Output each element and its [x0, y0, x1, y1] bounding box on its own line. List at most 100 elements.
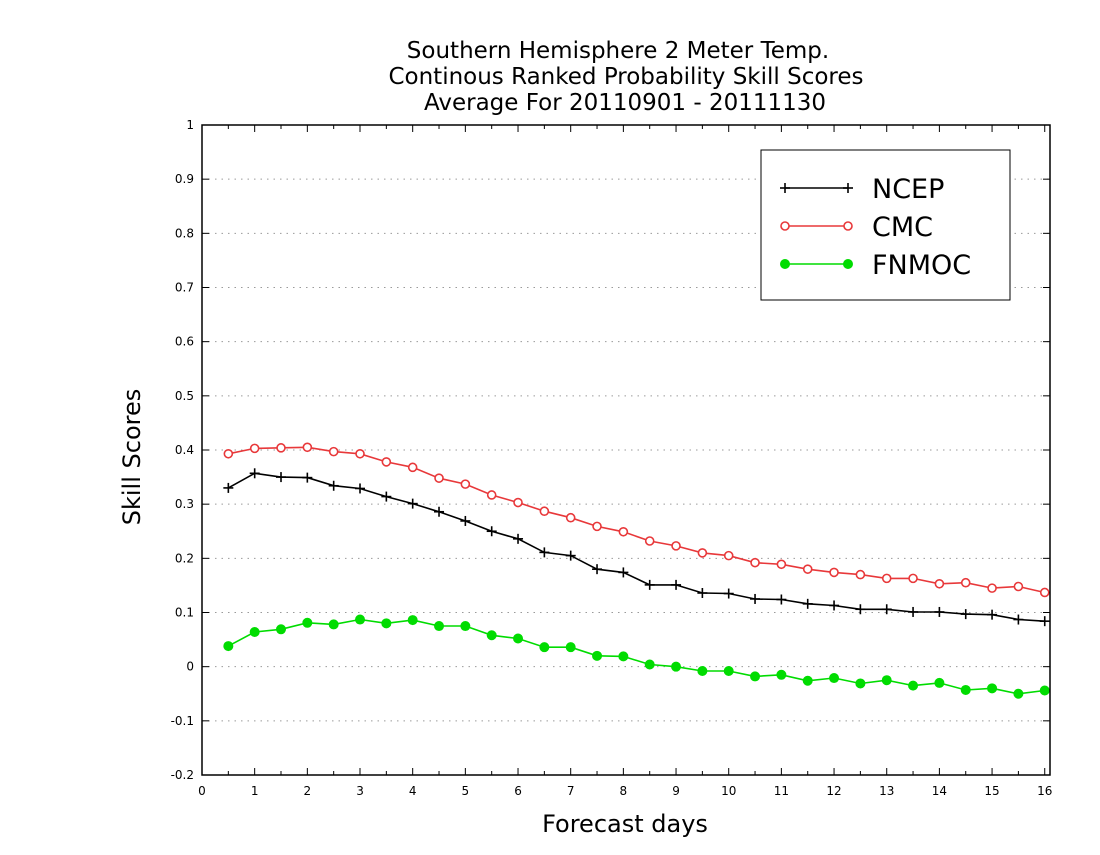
data-point-ncep: [960, 609, 971, 620]
data-point-cmc: [855, 569, 866, 580]
data-point-ncep: [328, 480, 339, 491]
legend-marker: [780, 183, 790, 193]
data-point-cmc: [671, 541, 681, 551]
data-point-ncep: [592, 564, 603, 575]
data-point-cmc: [908, 573, 918, 584]
data-point-cmc: [750, 557, 760, 568]
data-point-cmc: [960, 577, 971, 588]
data-point-fnmoc: [671, 661, 682, 672]
data-point-fnmoc: [723, 666, 734, 676]
y-tick-label: 0.8: [175, 226, 194, 240]
x-tick-label: 5: [462, 784, 470, 798]
data-point-cmc: [618, 526, 629, 537]
data-point-ncep: [302, 472, 313, 483]
y-tick-label: 0.4: [175, 443, 194, 457]
data-point-cmc: [249, 443, 260, 454]
series-cmc: [223, 442, 1050, 598]
y-tick-label: 1: [186, 118, 194, 132]
x-tick-label: 0: [198, 784, 206, 798]
x-tick-label: 13: [879, 784, 894, 798]
data-point-ncep: [723, 588, 734, 599]
data-point-fnmoc: [829, 673, 840, 684]
data-point-cmc: [776, 559, 787, 570]
legend-label-cmc: CMC: [872, 212, 933, 243]
data-point-ncep: [249, 468, 260, 479]
legend-marker: [843, 221, 853, 231]
chart-title-line-2: Continous Ranked Probability Skill Score…: [388, 64, 863, 90]
x-tick-label: 6: [514, 784, 522, 798]
y-tick-label: 0: [186, 660, 194, 674]
data-point-cmc: [223, 448, 234, 459]
x-tick-label: 10: [721, 784, 736, 798]
data-point-fnmoc: [1039, 685, 1050, 696]
y-tick-label: -0.1: [171, 714, 194, 728]
data-point-cmc: [802, 564, 813, 574]
x-tick-label: 15: [984, 784, 999, 798]
x-tick-label: 16: [1037, 784, 1052, 798]
data-point-cmc: [934, 578, 945, 589]
data-point-fnmoc: [223, 641, 234, 652]
data-point-cmc: [829, 567, 839, 578]
data-point-ncep: [381, 491, 392, 502]
grid-lines: [202, 178, 1050, 722]
x-tick-label: 2: [304, 784, 312, 798]
x-tick-label: 14: [932, 784, 947, 798]
data-point-fnmoc: [513, 633, 524, 644]
data-point-fnmoc: [697, 666, 708, 676]
data-point-ncep: [407, 498, 418, 509]
data-point-cmc: [881, 573, 892, 584]
legend-entry-ncep: NCEP: [780, 174, 944, 205]
data-point-ncep: [565, 550, 576, 561]
data-point-cmc: [355, 448, 365, 459]
series-line-cmc: [228, 446, 1045, 594]
y-tick-label: 0.5: [175, 389, 194, 403]
data-point-ncep: [829, 600, 840, 611]
data-point-ncep: [908, 606, 919, 617]
data-point-ncep: [802, 598, 813, 609]
data-point-ncep: [776, 594, 787, 605]
legend-entry-fnmoc: FNMOC: [780, 250, 971, 281]
series-ncep: [223, 468, 1050, 627]
data-point-ncep: [618, 567, 629, 578]
data-point-fnmoc: [592, 650, 603, 661]
chart-title-line-3: Average For 20110901 - 20111130: [424, 90, 826, 116]
data-point-fnmoc: [302, 617, 313, 628]
x-tick-label: 1: [251, 784, 259, 798]
data-point-cmc: [592, 521, 602, 532]
data-point-fnmoc: [934, 677, 945, 688]
data-point-fnmoc: [434, 621, 445, 632]
chart-title-line-1: Southern Hemisphere 2 Meter Temp.: [407, 38, 829, 64]
x-axis-label: Forecast days: [542, 810, 708, 838]
series-fnmoc: [223, 614, 1050, 699]
data-point-fnmoc: [276, 624, 287, 635]
y-tick-label: 0.7: [175, 281, 194, 295]
data-point-fnmoc: [776, 669, 787, 680]
y-tick-label: 0.9: [175, 172, 194, 186]
data-point-ncep: [934, 606, 945, 617]
data-point-cmc: [539, 506, 550, 517]
data-point-fnmoc: [750, 671, 761, 682]
data-point-cmc: [407, 462, 418, 473]
legend-marker: [843, 259, 853, 269]
legend-marker: [780, 221, 790, 231]
data-point-ncep: [276, 472, 287, 483]
data-point-ncep: [644, 579, 655, 590]
data-point-cmc: [697, 548, 708, 558]
data-point-fnmoc: [960, 684, 971, 695]
data-point-fnmoc: [249, 627, 260, 637]
x-tick-label: 12: [826, 784, 841, 798]
data-point-ncep: [539, 547, 550, 558]
data-point-fnmoc: [802, 675, 813, 686]
data-point-fnmoc: [407, 615, 418, 626]
series-line-fnmoc: [227, 618, 1045, 695]
data-point-fnmoc: [1013, 688, 1024, 699]
data-point-fnmoc: [328, 619, 339, 630]
data-point-ncep: [460, 515, 471, 526]
data-point-fnmoc: [539, 642, 550, 653]
data-point-cmc: [434, 473, 444, 483]
data-point-fnmoc: [460, 621, 471, 632]
data-point-ncep: [855, 604, 866, 615]
x-tick-label: 8: [620, 784, 628, 798]
x-tick-label: 3: [356, 784, 364, 798]
